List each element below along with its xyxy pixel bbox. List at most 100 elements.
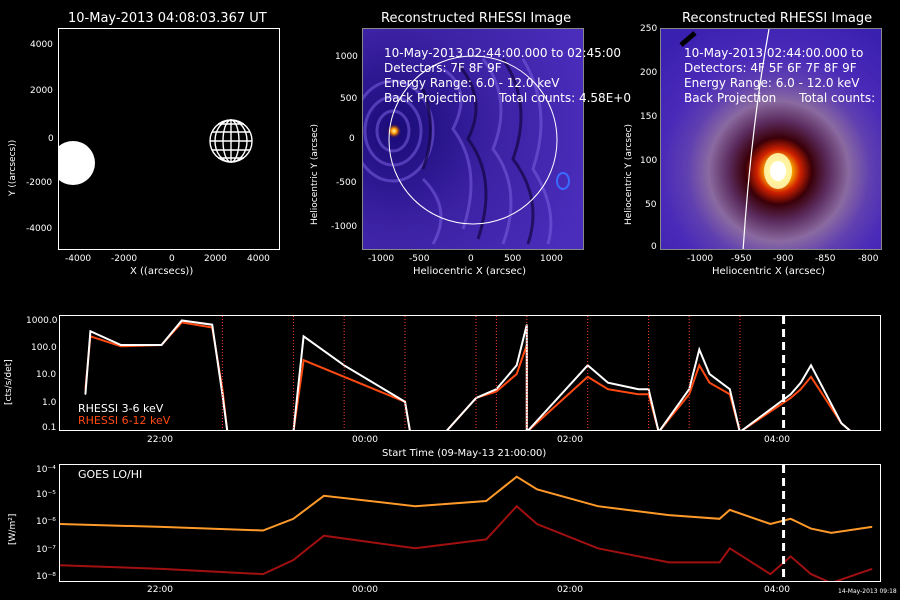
- data-point: [597, 505, 599, 507]
- data-point: [719, 518, 721, 520]
- goes-xtick: 00:00: [352, 585, 378, 595]
- data-point: [871, 568, 873, 570]
- goes-footer: 14-May-2013 09:18: [838, 588, 897, 595]
- data-point: [60, 523, 61, 525]
- data-point: [769, 573, 771, 575]
- sun-disk: [59, 141, 95, 185]
- data-point: [516, 505, 518, 507]
- data-point: [790, 555, 792, 557]
- panel3-title: Reconstructed RHESSI Image: [682, 11, 873, 26]
- data-point: [790, 393, 792, 395]
- goes-xtick: 04:00: [764, 585, 790, 595]
- data-point: [262, 573, 264, 575]
- rhessi-xtick: 22:00: [147, 435, 173, 445]
- rhessi-ytick: 1.0: [42, 398, 57, 408]
- p3-xlabel: Heliocentric X (arcsec): [712, 266, 826, 277]
- data-point: [698, 348, 700, 351]
- p2-ytick: 500: [340, 94, 358, 104]
- rhessi-legend-high: RHESSI 6-12 keV: [78, 414, 171, 427]
- data-point: [120, 344, 122, 346]
- goes-ytick: 10⁻⁴: [36, 465, 56, 475]
- data-point: [637, 388, 640, 390]
- data-point: [800, 382, 802, 384]
- p3-ytick: 200: [640, 68, 658, 78]
- data-point: [790, 397, 792, 399]
- data-point: [160, 526, 163, 528]
- data-point: [404, 401, 406, 403]
- p3-ytick: 100: [640, 156, 658, 166]
- data-point: [414, 547, 416, 549]
- data-point: [708, 373, 711, 375]
- data-point: [810, 527, 812, 530]
- p1-xtick: -4000: [65, 254, 92, 264]
- p3-xtick: -800: [858, 254, 879, 264]
- p1-ylabel: Y ((arcsecs)): [8, 139, 18, 196]
- p1-xlabel: X ((arcsecs)): [130, 266, 194, 277]
- rhessi-svg: [84, 316, 851, 430]
- series-line: [60, 504, 873, 581]
- panel2-plot: [362, 28, 584, 250]
- data-point: [60, 564, 61, 566]
- data-point: [84, 393, 86, 395]
- data-point: [729, 388, 731, 390]
- goes-ytick: 10⁻⁸: [36, 572, 56, 582]
- p2-xtick: 1000: [540, 254, 563, 264]
- data-point: [871, 526, 873, 528]
- panel3-plot: [660, 28, 882, 250]
- p2-xtick: -500: [409, 254, 430, 264]
- panel1-title: 10-May-2013 04:08:03.367 UT: [68, 11, 267, 26]
- p1-ytick: -4000: [26, 224, 53, 234]
- goes-xtick: 02:00: [557, 585, 583, 595]
- rhessi-xtick: 02:00: [557, 435, 583, 445]
- goes-svg: [60, 465, 873, 581]
- data-point: [485, 500, 487, 502]
- data-point: [485, 538, 487, 541]
- data-point: [516, 364, 518, 366]
- p2-info-line: Detectors: 7F 8F 9F: [384, 61, 502, 75]
- p2-info-line: 10-May-2013 02:44:00.000 to 02:45:00: [384, 46, 622, 60]
- goes-ytick: 10⁻⁶: [36, 517, 56, 527]
- series-line: [84, 319, 851, 430]
- rhessi-ytick: 1000.0: [26, 316, 58, 326]
- data-point: [89, 330, 92, 332]
- data-point: [120, 345, 122, 347]
- p1-xtick: 4000: [247, 254, 270, 264]
- data-point: [810, 364, 812, 366]
- p3-info-line: Detectors: 4F 5F 6F 7F 8F 9F: [684, 61, 857, 75]
- globe-icon: [209, 119, 253, 163]
- panel3-svg: [661, 29, 881, 249]
- p3-info-line: Energy Range: 6.0 - 12.0 keV: [684, 76, 860, 90]
- data-point: [323, 495, 325, 497]
- data-point: [302, 359, 305, 361]
- goes-ylabel: [W/m²]: [8, 513, 18, 545]
- data-point: [637, 393, 640, 395]
- data-point: [729, 547, 731, 549]
- p3-ytick: 250: [640, 24, 658, 34]
- p3-info-line: 10-May-2013 02:44:00.000 to: [684, 46, 864, 60]
- p1-ytick: 2000: [30, 86, 53, 96]
- p1-ytick: -2000: [26, 178, 53, 188]
- p3-ylabel: Heliocentric Y (arcsec): [624, 123, 634, 225]
- data-point: [668, 561, 670, 563]
- data-point: [302, 335, 305, 337]
- rhessi-legend-low: RHESSI 3-6 keV: [78, 402, 164, 415]
- data-point: [769, 523, 771, 525]
- data-point: [160, 344, 163, 346]
- data-point: [810, 573, 812, 575]
- p2-ytick: -1000: [331, 222, 358, 232]
- solar-limb-circle: [388, 55, 558, 225]
- p2-xtick: 0: [468, 254, 474, 264]
- data-point: [790, 518, 792, 520]
- rhessi-ytick: 10.0: [36, 370, 57, 380]
- data-point: [800, 388, 802, 390]
- data-point: [516, 476, 518, 478]
- data-point: [607, 388, 609, 390]
- rhessi-xtick: 04:00: [764, 435, 790, 445]
- data-point: [708, 382, 711, 384]
- panel1-svg: [59, 119, 253, 185]
- p2-ytick: 1000: [335, 52, 358, 62]
- goes-plot: [59, 464, 881, 582]
- p1-ytick: 0: [48, 134, 54, 144]
- p2-info-line: Back Projection Total counts: 4.58E+0: [384, 91, 631, 105]
- p3-xtick: -1000: [687, 254, 714, 264]
